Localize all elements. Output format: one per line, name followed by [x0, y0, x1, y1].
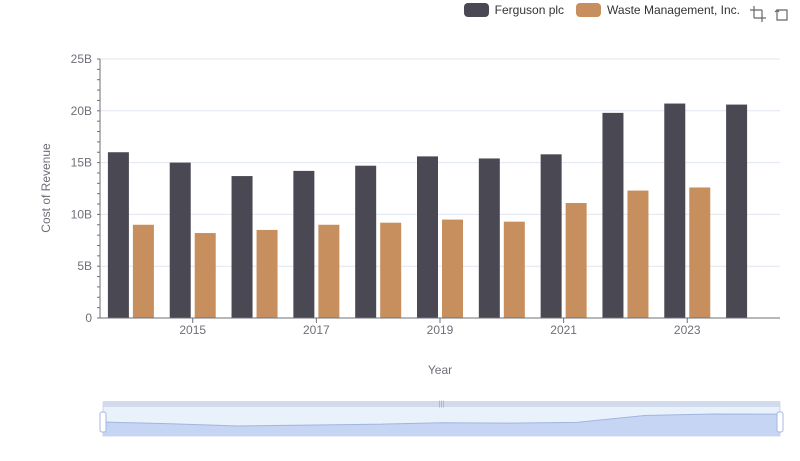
datazoom-preview-line [102, 413, 781, 427]
bar-waste-management-2021 [565, 203, 587, 318]
bar-ferguson-2022 [602, 112, 624, 318]
legend: Ferguson plc Waste Management, Inc. [463, 3, 740, 17]
x-tick-label: 2015 [179, 323, 206, 337]
bar-ferguson-2014 [107, 152, 129, 318]
toolbox [750, 6, 790, 22]
x-tick-label: 2021 [550, 323, 577, 337]
datazoom-handle-right[interactable] [776, 411, 784, 433]
bar-ferguson-2020 [478, 158, 500, 318]
restore-icon[interactable] [774, 6, 790, 22]
bar-waste-management-2014 [132, 224, 154, 318]
y-tick-label: 5B [77, 259, 92, 273]
datazoom-preview-area [103, 414, 780, 436]
legend-swatch-ferguson [463, 3, 489, 17]
legend-item-ferguson[interactable]: Ferguson plc [463, 3, 565, 17]
bar-waste-management-2023 [689, 187, 711, 318]
datazoom-slider[interactable]: ||| [99, 401, 784, 437]
bar-waste-management-2015 [194, 233, 216, 318]
y-tick-label: 15B [71, 156, 92, 170]
bar-ferguson-2017 [293, 170, 315, 318]
y-tick-label: 25B [71, 52, 92, 66]
y-tick-label: 10B [71, 207, 92, 221]
datazoom-move-handle: ||| [439, 401, 445, 408]
bar-ferguson-2016 [231, 176, 253, 318]
x-tick-label: 2019 [427, 323, 454, 337]
legend-item-waste-management[interactable]: Waste Management, Inc. [576, 3, 740, 17]
bar-waste-management-2019 [442, 219, 463, 318]
bar-ferguson-2021 [540, 154, 562, 318]
bars-group [107, 103, 748, 318]
bar-waste-management-2020 [503, 221, 525, 318]
datazoom-selection [103, 402, 780, 436]
datazoom-handle-left[interactable] [99, 411, 107, 433]
datazoom-top-bar [103, 401, 780, 407]
legend-swatch-waste-management [576, 3, 602, 17]
y-tick-label: 0 [85, 311, 92, 325]
bar-waste-management-2022 [627, 190, 649, 318]
bar-waste-management-2016 [256, 229, 278, 318]
bar-waste-management-2018 [380, 222, 402, 318]
x-axis-title: Year [428, 363, 452, 377]
legend-label-ferguson: Ferguson plc [494, 3, 565, 17]
bar-ferguson-2015 [169, 162, 191, 318]
y-axis: 0 5B 10B 15B 20B 25B [71, 52, 101, 325]
x-tick-label: 2023 [674, 323, 701, 337]
zoom-icon[interactable] [750, 6, 766, 22]
bar-ferguson-2018 [355, 165, 377, 318]
bar-ferguson-2024 [726, 104, 748, 318]
bar-ferguson-2019 [417, 156, 438, 318]
y-axis-title: Cost of Revenue [39, 143, 53, 233]
bar-waste-management-2017 [318, 224, 340, 318]
x-axis: 2015 2017 2019 2021 2023 [100, 317, 780, 337]
y-tick-label: 20B [71, 104, 92, 118]
bar-ferguson-2023 [664, 103, 686, 318]
x-tick-label: 2017 [303, 323, 330, 337]
legend-label-waste-management: Waste Management, Inc. [607, 3, 740, 17]
